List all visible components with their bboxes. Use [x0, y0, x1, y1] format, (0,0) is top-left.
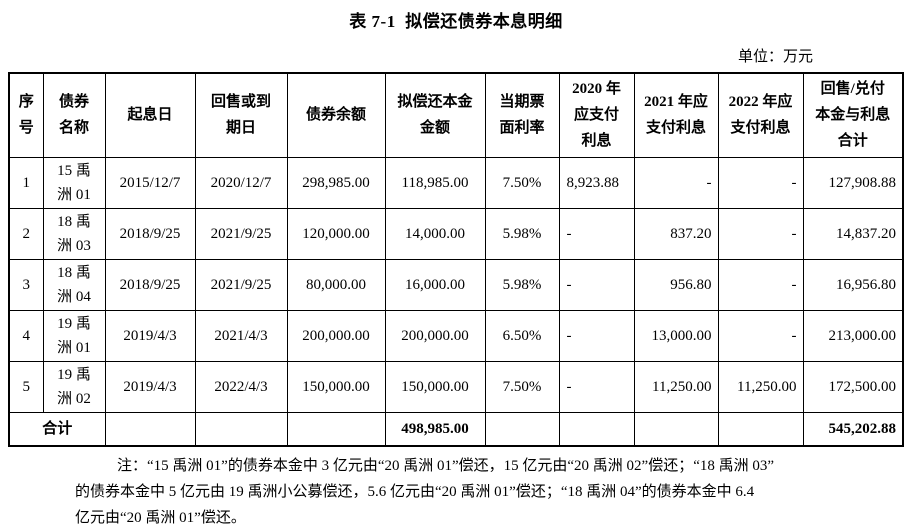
cell-total: 16,956.80	[802, 258, 904, 311]
header-value-date: 起息日	[104, 72, 196, 158]
table-title: 表 7-1 拟偿还债券本息明细	[349, 12, 563, 31]
cell-interest-2020: -	[558, 309, 635, 362]
cell-maturity-date: 2021/9/25	[194, 207, 288, 260]
cell-balance: 150,000.00	[286, 360, 386, 413]
empty-cell	[484, 411, 560, 447]
cell-value-date: 2018/9/25	[104, 258, 196, 311]
cell-bond-name: 19 禹 洲 02	[42, 360, 106, 413]
cell-rate: 7.50%	[484, 156, 560, 209]
cell-seq: 2	[8, 207, 44, 260]
cell-bond-name: 15 禹 洲 01	[42, 156, 106, 209]
cell-interest-2021: 837.20	[633, 207, 719, 260]
cell-value-date: 2018/9/25	[104, 207, 196, 260]
empty-cell	[104, 411, 196, 447]
cell-maturity-date: 2021/9/25	[194, 258, 288, 311]
cell-principal: 150,000.00	[384, 360, 486, 413]
table-row: 1 15 禹 洲 01 2015/12/7 2020/12/7 298,985.…	[8, 156, 904, 209]
cell-principal: 200,000.00	[384, 309, 486, 362]
header-interest-2021: 2021 年应 支付利息	[633, 72, 719, 158]
total-principal: 498,985.00	[384, 411, 486, 447]
cell-rate: 6.50%	[484, 309, 560, 362]
cell-balance: 298,985.00	[286, 156, 386, 209]
cell-value-date: 2019/4/3	[104, 360, 196, 413]
header-coupon-rate: 当期票 面利率	[484, 72, 560, 158]
cell-balance: 80,000.00	[286, 258, 386, 311]
cell-total: 213,000.00	[802, 309, 904, 362]
cell-seq: 3	[8, 258, 44, 311]
table-row: 3 18 禹 洲 04 2018/9/25 2021/9/25 80,000.0…	[8, 258, 904, 311]
empty-cell	[558, 411, 635, 447]
total-grand: 545,202.88	[802, 411, 904, 447]
empty-cell	[633, 411, 719, 447]
cell-principal: 16,000.00	[384, 258, 486, 311]
cell-interest-2021: 11,250.00	[633, 360, 719, 413]
empty-cell	[286, 411, 386, 447]
cell-interest-2020: -	[558, 360, 635, 413]
footnote-line: 亿元由“20 禹洲 01”偿还。	[75, 510, 246, 526]
document-page: 表 7-1 拟偿还债券本息明细 单位：万元 序 号 债券 名称 起息日 回售或到…	[0, 7, 912, 526]
cell-interest-2022: -	[717, 258, 804, 311]
table-row: 4 19 禹 洲 01 2019/4/3 2021/4/3 200,000.00…	[8, 309, 904, 362]
total-label: 合计	[8, 411, 106, 447]
cell-bond-name: 18 禹 洲 03	[42, 207, 106, 260]
empty-cell	[194, 411, 288, 447]
table-row: 2 18 禹 洲 03 2018/9/25 2021/9/25 120,000.…	[8, 207, 904, 260]
header-bond-name: 债券 名称	[42, 72, 106, 158]
empty-cell	[717, 411, 804, 447]
cell-interest-2022: 11,250.00	[717, 360, 804, 413]
cell-total: 14,837.20	[802, 207, 904, 260]
cell-value-date: 2015/12/7	[104, 156, 196, 209]
total-row: 合计 498,985.00 545,202.88	[8, 411, 904, 447]
cell-bond-name: 19 禹 洲 01	[42, 309, 106, 362]
cell-total: 127,908.88	[802, 156, 904, 209]
header-seq-no: 序 号	[8, 72, 44, 158]
cell-rate: 7.50%	[484, 360, 560, 413]
table-row: 5 19 禹 洲 02 2019/4/3 2022/4/3 150,000.00…	[8, 360, 904, 413]
header-interest-2022: 2022 年应 支付利息	[717, 72, 804, 158]
cell-bond-name: 18 禹 洲 04	[42, 258, 106, 311]
cell-balance: 200,000.00	[286, 309, 386, 362]
cell-interest-2021: 956.80	[633, 258, 719, 311]
cell-maturity-date: 2020/12/7	[194, 156, 288, 209]
header-bond-balance: 债券余额	[286, 72, 386, 158]
footnote-line: 注：“15 禹洲 01”的债券本金中 3 亿元由“20 禹洲 01”偿还，15 …	[117, 458, 775, 474]
cell-interest-2022: -	[717, 156, 804, 209]
cell-interest-2021: -	[633, 156, 719, 209]
cell-interest-2021: 13,000.00	[633, 309, 719, 362]
cell-principal: 14,000.00	[384, 207, 486, 260]
cell-interest-2020: 8,923.88	[558, 156, 635, 209]
cell-interest-2020: -	[558, 207, 635, 260]
header-put-or-maturity-date: 回售或到 期日	[194, 72, 288, 158]
cell-rate: 5.98%	[484, 207, 560, 260]
cell-interest-2020: -	[558, 258, 635, 311]
header-principal-to-repay: 拟偿还本金 金额	[384, 72, 486, 158]
cell-value-date: 2019/4/3	[104, 309, 196, 362]
cell-seq: 1	[8, 156, 44, 209]
cell-interest-2022: -	[717, 309, 804, 362]
footnote-line: 的债券本金中 5 亿元由 19 禹洲小公募偿还，5.6 亿元由“20 禹洲 01…	[75, 484, 755, 500]
cell-maturity-date: 2022/4/3	[194, 360, 288, 413]
cell-balance: 120,000.00	[286, 207, 386, 260]
bond-repayment-table: 序 号 债券 名称 起息日 回售或到 期日 债券余额 拟偿还本金 金额 当期票 …	[8, 72, 904, 447]
cell-total: 172,500.00	[802, 360, 904, 413]
header-interest-2020: 2020 年 应支付 利息	[558, 72, 635, 158]
cell-maturity-date: 2021/4/3	[194, 309, 288, 362]
cell-seq: 5	[8, 360, 44, 413]
cell-interest-2022: -	[717, 207, 804, 260]
footnote: 注：“15 禹洲 01”的债券本金中 3 亿元由“20 禹洲 01”偿还，15 …	[75, 453, 850, 526]
cell-rate: 5.98%	[484, 258, 560, 311]
unit-label: 单位：万元	[737, 49, 813, 65]
header-total-principal-interest: 回售/兑付 本金与利息 合计	[802, 72, 904, 158]
cell-principal: 118,985.00	[384, 156, 486, 209]
header-row: 序 号 债券 名称 起息日 回售或到 期日 债券余额 拟偿还本金 金额 当期票 …	[8, 72, 904, 158]
cell-seq: 4	[8, 309, 44, 362]
